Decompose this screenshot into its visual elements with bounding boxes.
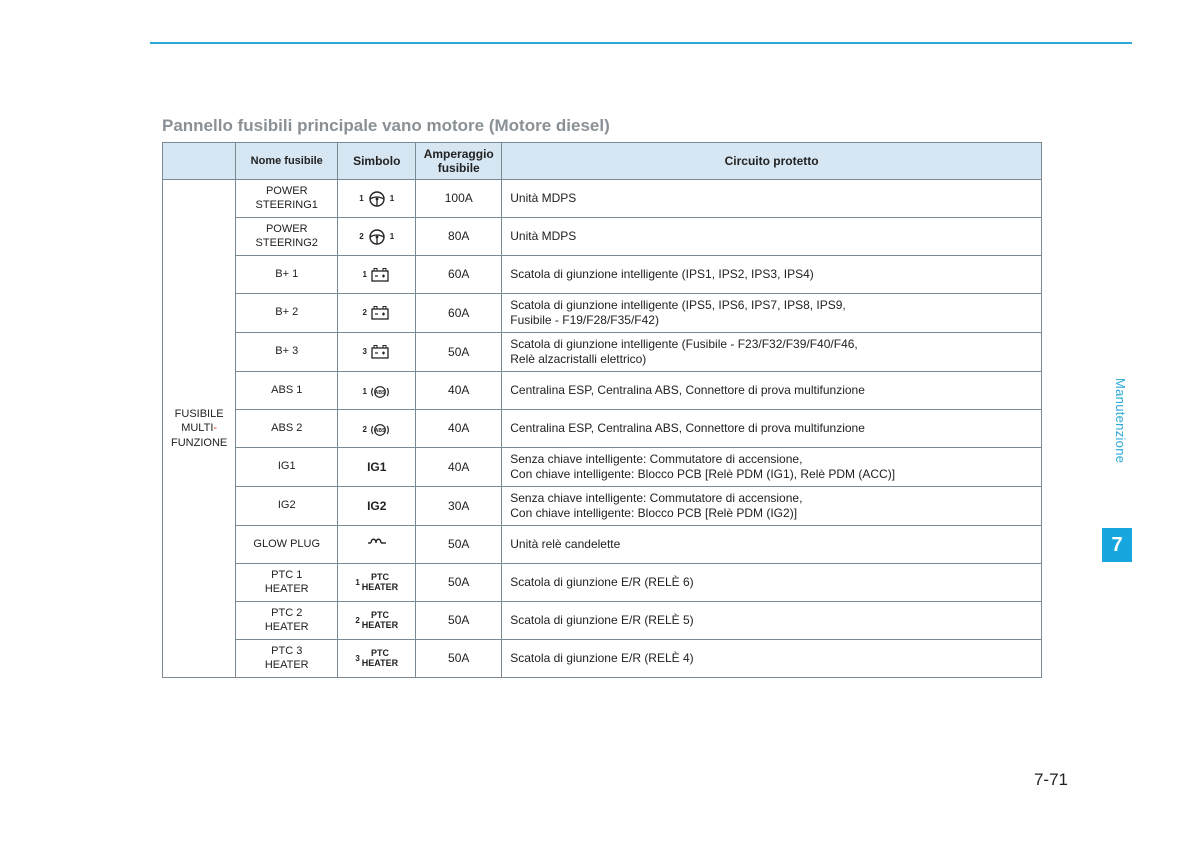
category-cell: FUSIBILE MULTI- FUNZIONE	[163, 180, 236, 678]
fuse-symbol: 21	[338, 218, 416, 256]
category-dash: -	[213, 422, 217, 434]
fuse-amperage: 30A	[416, 487, 502, 526]
fuse-name: POWERSTEERING2	[236, 218, 338, 256]
table-row: PTC 3HEATER3PTCHEATER50AScatola di giunz…	[163, 640, 1042, 678]
fuse-amperage: 40A	[416, 448, 502, 487]
fuse-circuit: Unità MDPS	[502, 218, 1042, 256]
side-tab-label: Manutenzione	[1113, 378, 1128, 463]
fuse-symbol: 3PTCHEATER	[338, 640, 416, 678]
battery-icon	[369, 304, 391, 322]
table-row: ABS 1140ACentralina ESP, Centralina ABS,…	[163, 372, 1042, 410]
col-name: Nome fusibile	[236, 143, 338, 180]
fuse-amperage: 40A	[416, 410, 502, 448]
fuse-amperage: 40A	[416, 372, 502, 410]
table-row: IG2IG230ASenza chiave intelligente: Comm…	[163, 487, 1042, 526]
glow-icon	[366, 534, 388, 552]
fuse-symbol: 2	[338, 294, 416, 333]
fuse-symbol: 2PTCHEATER	[338, 602, 416, 640]
category-line2a: MULTI	[181, 422, 213, 434]
fuse-amperage: 50A	[416, 564, 502, 602]
fuse-amperage: 50A	[416, 333, 502, 372]
fuse-name: POWERSTEERING1	[236, 180, 338, 218]
fuse-name: B+ 2	[236, 294, 338, 333]
fuse-circuit: Unità MDPS	[502, 180, 1042, 218]
table-header-row: Nome fusibile Simbolo Amperaggio fusibil…	[163, 143, 1042, 180]
category-line1: FUSIBILE	[175, 408, 224, 420]
fuse-circuit: Centralina ESP, Centralina ABS, Connetto…	[502, 410, 1042, 448]
fuse-symbol	[338, 526, 416, 564]
fuse-amperage: 50A	[416, 526, 502, 564]
fuse-symbol: 3	[338, 333, 416, 372]
fuse-name: GLOW PLUG	[236, 526, 338, 564]
table-row: IG1IG140ASenza chiave intelligente: Comm…	[163, 448, 1042, 487]
category-line3: FUNZIONE	[171, 437, 227, 449]
fuse-circuit: Scatola di giunzione E/R (RELÈ 4)	[502, 640, 1042, 678]
fuse-name: PTC 3HEATER	[236, 640, 338, 678]
table-row: POWERSTEERING22180AUnità MDPS	[163, 218, 1042, 256]
fuse-name: ABS 1	[236, 372, 338, 410]
battery-icon	[369, 343, 391, 361]
fuse-symbol: 11	[338, 180, 416, 218]
fuse-circuit: Scatola di giunzione intelligente (IPS5,…	[502, 294, 1042, 333]
col-amp: Amperaggio fusibile	[416, 143, 502, 180]
fuse-amperage: 60A	[416, 256, 502, 294]
table-row: B+ 2260AScatola di giunzione intelligent…	[163, 294, 1042, 333]
table-row: ABS 2240ACentralina ESP, Centralina ABS,…	[163, 410, 1042, 448]
fuse-name: PTC 1HEATER	[236, 564, 338, 602]
steering-icon	[366, 228, 388, 246]
chapter-badge: 7	[1102, 528, 1132, 562]
col-category	[163, 143, 236, 180]
fuse-circuit: Unità relè candelette	[502, 526, 1042, 564]
fuse-name: ABS 2	[236, 410, 338, 448]
col-circuit: Circuito protetto	[502, 143, 1042, 180]
table-row: GLOW PLUG 50AUnità relè candelette	[163, 526, 1042, 564]
col-symbol: Simbolo	[338, 143, 416, 180]
top-divider	[150, 42, 1132, 44]
fuse-table: Nome fusibile Simbolo Amperaggio fusibil…	[162, 142, 1042, 678]
fuse-symbol: 2	[338, 410, 416, 448]
table-row: FUSIBILEMULTI-FUNZIONEPOWERSTEERING11110…	[163, 180, 1042, 218]
fuse-circuit: Scatola di giunzione E/R (RELÈ 6)	[502, 564, 1042, 602]
fuse-symbol: 1	[338, 256, 416, 294]
fuse-amperage: 60A	[416, 294, 502, 333]
fuse-circuit: Senza chiave intelligente: Commutatore d…	[502, 448, 1042, 487]
fuse-circuit: Centralina ESP, Centralina ABS, Connetto…	[502, 372, 1042, 410]
fuse-name: PTC 2HEATER	[236, 602, 338, 640]
fuse-amperage: 50A	[416, 640, 502, 678]
fuse-circuit: Scatola di giunzione intelligente (IPS1,…	[502, 256, 1042, 294]
table-row: B+ 1160AScatola di giunzione intelligent…	[163, 256, 1042, 294]
battery-icon	[369, 266, 391, 284]
table-row: B+ 3350AScatola di giunzione intelligent…	[163, 333, 1042, 372]
fuse-amperage: 50A	[416, 602, 502, 640]
fuse-amperage: 100A	[416, 180, 502, 218]
fuse-name: B+ 3	[236, 333, 338, 372]
fuse-circuit: Scatola di giunzione intelligente (Fusib…	[502, 333, 1042, 372]
fuse-circuit: Scatola di giunzione E/R (RELÈ 5)	[502, 602, 1042, 640]
fuse-table-container: Nome fusibile Simbolo Amperaggio fusibil…	[162, 142, 1042, 678]
page-title: Pannello fusibili principale vano motore…	[162, 116, 610, 136]
abs-icon	[369, 423, 391, 437]
steering-icon	[366, 190, 388, 208]
fuse-amperage: 80A	[416, 218, 502, 256]
fuse-symbol: 1PTCHEATER	[338, 564, 416, 602]
fuse-circuit: Senza chiave intelligente: Commutatore d…	[502, 487, 1042, 526]
fuse-name: IG2	[236, 487, 338, 526]
table-row: PTC 1HEATER1PTCHEATER50AScatola di giunz…	[163, 564, 1042, 602]
page-number: 7-71	[1034, 770, 1068, 790]
abs-icon	[369, 385, 391, 399]
fuse-symbol: IG2	[338, 487, 416, 526]
fuse-name: B+ 1	[236, 256, 338, 294]
fuse-symbol: IG1	[338, 448, 416, 487]
fuse-name: IG1	[236, 448, 338, 487]
table-row: PTC 2HEATER2PTCHEATER50AScatola di giunz…	[163, 602, 1042, 640]
fuse-symbol: 1	[338, 372, 416, 410]
